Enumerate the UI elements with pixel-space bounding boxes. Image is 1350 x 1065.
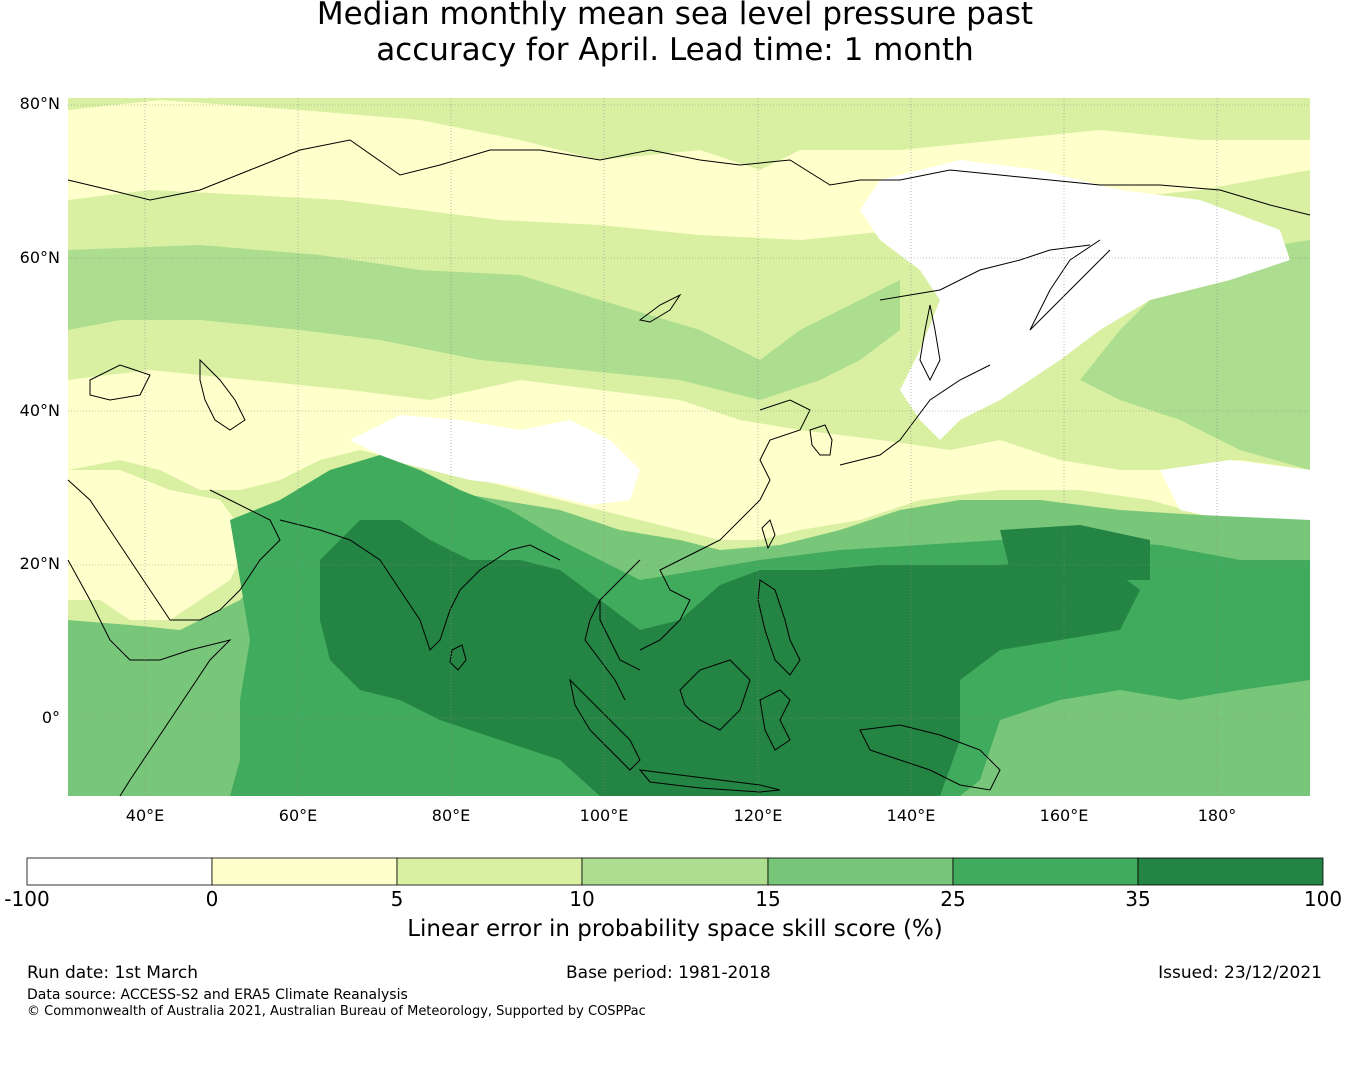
colorbar-seg-neg bbox=[26, 857, 213, 886]
coast-philippines bbox=[757, 579, 801, 676]
lat-label-60n: 60°N bbox=[19, 248, 60, 267]
band-neg-siberia bbox=[860, 160, 1290, 440]
run-date: Run date: 1st March bbox=[27, 963, 199, 983]
data-source: Data source: ACCESS-S2 and ERA5 Climate … bbox=[27, 987, 408, 1003]
lon-label-120e: 120°E bbox=[733, 806, 783, 825]
coast-okhotsk bbox=[879, 244, 1091, 301]
coast-japan bbox=[839, 364, 991, 466]
band-0-5-central bbox=[68, 370, 1310, 540]
colorbar-tick-10: 10 bbox=[569, 887, 595, 911]
coast-caspian bbox=[199, 358, 246, 431]
coast-indochina bbox=[599, 559, 641, 671]
colorbar-seg-35-100 bbox=[1137, 857, 1324, 886]
colorbar-seg-5-10 bbox=[396, 857, 583, 886]
colorbar-tick-0: 0 bbox=[205, 887, 219, 911]
coast-kamchatka bbox=[1029, 239, 1111, 331]
coast-taiwan bbox=[761, 519, 776, 550]
coast-newguinea bbox=[859, 724, 1001, 791]
coast-blacksea bbox=[89, 364, 151, 401]
band-neg-tibet bbox=[350, 415, 640, 505]
coast-africa bbox=[67, 559, 232, 797]
band-neg-pacific bbox=[1160, 460, 1310, 525]
band-0-5-arabia bbox=[68, 470, 250, 620]
coast-java bbox=[638, 769, 781, 793]
colorbar-tick-35: 35 bbox=[1125, 887, 1151, 911]
colorbar-tick-15: 15 bbox=[755, 887, 781, 911]
colorbar-tick-25: 25 bbox=[940, 887, 966, 911]
band-35-100 bbox=[320, 520, 1140, 796]
coast-korea bbox=[809, 424, 833, 456]
lat-label-40n: 40°N bbox=[19, 401, 60, 420]
lat-label-20n: 20°N bbox=[19, 554, 60, 573]
colorbar-tick-neg100: -100 bbox=[4, 887, 50, 911]
lat-label-0: 0° bbox=[41, 708, 60, 727]
coast-srilanka bbox=[449, 644, 467, 671]
coast-sumatra bbox=[569, 678, 641, 771]
coast-india bbox=[279, 519, 561, 651]
colorbar-seg-10-15 bbox=[581, 857, 769, 886]
lat-label-80n: 80°N bbox=[19, 94, 60, 113]
issued-date: Issued: 23/12/2021 bbox=[1158, 963, 1322, 983]
coast-sakhalin bbox=[919, 304, 941, 382]
colorbar-tick-100: 100 bbox=[1303, 887, 1343, 911]
coast-borneo bbox=[679, 659, 751, 731]
colorbar-tick-5: 5 bbox=[390, 887, 404, 911]
coast-lake-baikal bbox=[638, 293, 682, 323]
lon-label-180: 180° bbox=[1197, 806, 1237, 825]
coast-malay bbox=[584, 599, 626, 701]
graticule bbox=[68, 98, 1310, 796]
band-10-15-north bbox=[68, 245, 900, 400]
band-35-100-sea bbox=[1000, 525, 1150, 580]
coast-arabia bbox=[67, 479, 281, 621]
lon-label-140e: 140°E bbox=[886, 806, 936, 825]
chart-title: Median monthly mean sea level pressure p… bbox=[0, 0, 1350, 68]
lon-label-100e: 100°E bbox=[579, 806, 629, 825]
lon-label-80e: 80°E bbox=[431, 806, 471, 825]
copyright: © Commonwealth of Australia 2021, Austra… bbox=[27, 1004, 646, 1019]
lon-label-160e: 160°E bbox=[1039, 806, 1089, 825]
colorbar-seg-25-35 bbox=[952, 857, 1139, 886]
coastlines bbox=[67, 139, 1311, 797]
band-10-15-east bbox=[1080, 240, 1310, 470]
coast-sulawesi bbox=[759, 689, 791, 751]
colorbar bbox=[26, 857, 1324, 886]
colorbar-title: Linear error in probability space skill … bbox=[407, 916, 943, 942]
title-line-2: accuracy for April. Lead time: 1 month bbox=[376, 32, 974, 68]
coast-china bbox=[639, 399, 811, 651]
lon-label-60e: 60°E bbox=[278, 806, 318, 825]
coast-arctic bbox=[67, 139, 1311, 216]
title-line-1: Median monthly mean sea level pressure p… bbox=[316, 0, 1034, 32]
base-period: Base period: 1981-2018 bbox=[566, 963, 771, 983]
lon-label-40e: 40°E bbox=[125, 806, 165, 825]
colorbar-seg-0-5 bbox=[211, 857, 398, 886]
colorbar-seg-15-25 bbox=[767, 857, 954, 886]
